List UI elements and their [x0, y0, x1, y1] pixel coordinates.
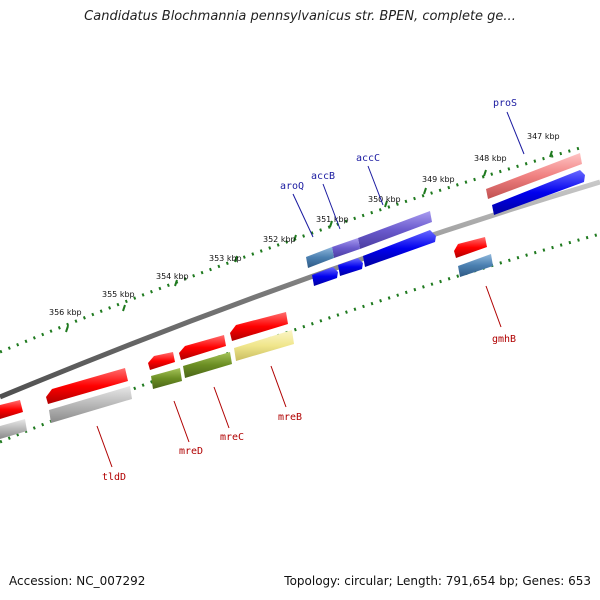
- gene-label-accB[interactable]: accB: [311, 171, 335, 182]
- scale-label-354: 354 kbp: [156, 272, 189, 281]
- scale-label-348: 348 kbp: [474, 154, 507, 163]
- scale-label-350: 350 kbp: [368, 195, 401, 204]
- gene-label-mreD[interactable]: mreD: [179, 446, 203, 457]
- genome-summary-text: Topology: circular; Length: 791,654 bp; …: [284, 574, 591, 588]
- scale-label-347: 347 kbp: [527, 132, 560, 141]
- gene-mreC-red[interactable]: [179, 335, 226, 360]
- gene-accC-blue[interactable]: [363, 230, 436, 267]
- outer-tick-track: [0, 146, 581, 354]
- gene-label-gmhB[interactable]: gmhB: [492, 334, 516, 345]
- gene-mreC-olive[interactable]: [183, 352, 232, 378]
- scale-label-353: 353 kbp: [209, 254, 242, 263]
- gene-label-mreB[interactable]: mreB: [278, 412, 302, 423]
- gene-mreD-olive[interactable]: [151, 368, 182, 389]
- gene-tldD-gray[interactable]: [49, 386, 132, 423]
- map-title: Candidatus Blochmannia pennsylvanicus st…: [84, 9, 516, 24]
- gene-label-mreC[interactable]: mreC: [220, 432, 244, 443]
- genome-backbone: [0, 179, 600, 400]
- scale-label-351: 351 kbp: [316, 215, 349, 224]
- scale-label-352: 352 kbp: [263, 235, 296, 244]
- gene-left-gray[interactable]: [0, 419, 27, 439]
- gene-accB-purple[interactable]: [332, 238, 360, 258]
- gene-label-tldD[interactable]: tldD: [102, 472, 126, 483]
- gene-mreB-red[interactable]: [230, 312, 288, 341]
- gene-prosS-blue[interactable]: [492, 170, 585, 215]
- gene-accC-purple[interactable]: [358, 211, 432, 249]
- gene-aroQ-blue[interactable]: [312, 267, 338, 286]
- gene-label-aroQ[interactable]: aroQ: [280, 181, 304, 192]
- gene-gmhB-red[interactable]: [454, 237, 487, 258]
- label-leaders: [96, 111, 525, 468]
- gene-accB-blue[interactable]: [338, 258, 363, 276]
- gene-gmhB-steelblue[interactable]: [458, 254, 493, 277]
- gene-label-accC[interactable]: accC: [356, 153, 380, 164]
- gene-prosS-pink[interactable]: [486, 153, 582, 199]
- accession-text: Accession: NC_007292: [9, 574, 146, 588]
- gene-tldD-red[interactable]: [46, 368, 128, 404]
- scale-label-355: 355 kbp: [102, 290, 135, 299]
- gene-aroQ-steelblue[interactable]: [306, 247, 334, 268]
- scale-label-349: 349 kbp: [422, 175, 455, 184]
- gene-left-red[interactable]: [0, 400, 23, 419]
- gene-mreD-red[interactable]: [148, 352, 175, 370]
- major-ticks: [65, 150, 553, 333]
- gene-label-proS[interactable]: proS: [493, 98, 517, 109]
- scale-label-356: 356 kbp: [49, 308, 82, 317]
- gene-mreB-khaki[interactable]: [234, 330, 294, 361]
